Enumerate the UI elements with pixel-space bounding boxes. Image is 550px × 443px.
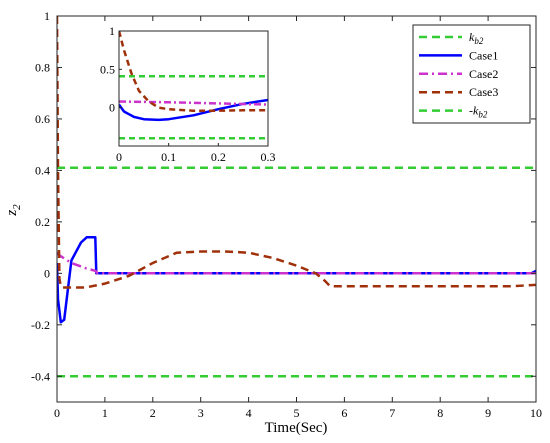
inset-x-tick-label-3: 0.3 xyxy=(261,150,276,164)
series-line-3 xyxy=(57,16,536,289)
main-plot: 0 1 2 3 4 5 6 7 8 9 10-0.4-0.200.20.40.60.81 xyxy=(31,9,542,420)
x-tick-label-2: 2 xyxy=(150,406,156,420)
legend-label-3: Case3 xyxy=(469,85,498,99)
legend-label-2: Case2 xyxy=(469,67,498,81)
y-axis-label-subscript: 2 xyxy=(11,204,23,210)
series-line-2 xyxy=(57,251,536,275)
inset-y-tick-label-2: 1 xyxy=(109,24,115,38)
inset-x-tick-label-2: 0.2 xyxy=(211,150,226,164)
y-axis-label: z2 xyxy=(4,204,23,217)
x-tick-label-5: 5 xyxy=(294,406,300,420)
series-line-1 xyxy=(57,236,536,324)
legend-label-0: kb2 xyxy=(469,30,484,46)
x-tick-label-4: 4 xyxy=(246,406,252,420)
x-tick-label-6: 6 xyxy=(341,406,347,420)
x-tick-label-7: 7 xyxy=(389,406,395,420)
inset-x-tick-label-0: 0 xyxy=(116,150,122,164)
y-tick-label-3: 0.2 xyxy=(35,215,50,229)
x-tick-label-1: 1 xyxy=(102,406,108,420)
main-series-group xyxy=(57,16,536,378)
y-tick-label-4: 0.4 xyxy=(35,163,50,177)
inset-series-line-1 xyxy=(119,98,268,122)
x-tick-label-3: 3 xyxy=(198,406,204,420)
inset-y-tick-label-1: 0.5 xyxy=(100,62,115,76)
y-tick-label-5: 0.6 xyxy=(35,112,50,126)
legend-label-1: Case1 xyxy=(469,48,498,62)
y-tick-label-1: -0.2 xyxy=(31,318,50,332)
legend-label-4: -kb2 xyxy=(469,104,488,120)
legend: kb2 Case1 Case2 Case3 -kb2 xyxy=(412,24,531,124)
x-axis-label: Time(Sec) xyxy=(265,420,328,436)
y-tick-label-6: 0.8 xyxy=(35,60,50,74)
inset-series-line-2 xyxy=(119,100,268,106)
y-tick-label-0: -0.4 xyxy=(31,369,50,383)
x-tick-label-10: 10 xyxy=(530,406,542,420)
x-tick-label-8: 8 xyxy=(437,406,443,420)
inset-plot: 0 0.1 0.2 0.3 0 0.5 1 xyxy=(100,24,276,164)
inset-series-line-3 xyxy=(119,31,268,112)
inset-frame xyxy=(118,30,269,147)
y-tick-label-7: 1 xyxy=(44,9,50,23)
y-axis-label-main: z xyxy=(4,210,20,217)
x-tick-label-0: 0 xyxy=(54,406,60,420)
inset-y-tick-label-0: 0 xyxy=(109,101,115,115)
inset-background xyxy=(119,31,268,146)
y-tick-label-2: 0 xyxy=(44,266,50,280)
inset-x-tick-label-1: 0.1 xyxy=(161,150,176,164)
inset-series-group xyxy=(119,31,268,140)
x-tick-label-9: 9 xyxy=(485,406,491,420)
